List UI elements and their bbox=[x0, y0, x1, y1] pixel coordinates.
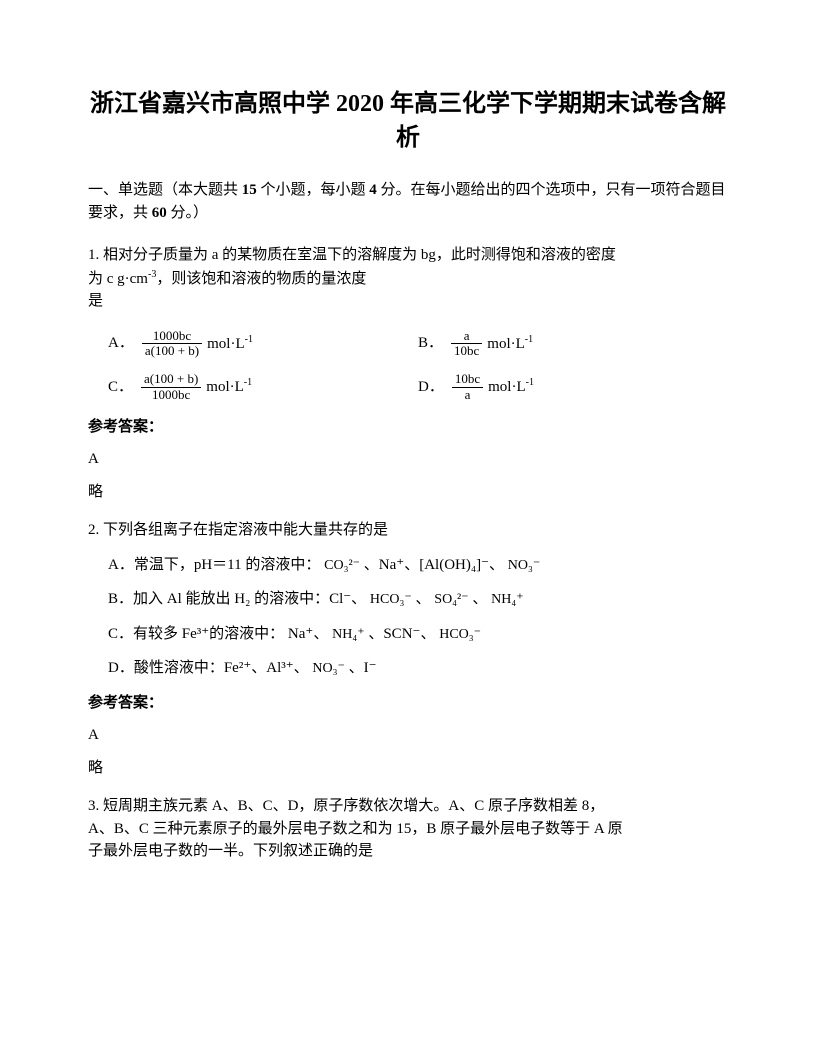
unit-pre: mol·L bbox=[488, 379, 526, 395]
unit: mol·L-1 bbox=[206, 375, 252, 399]
nh4-ion-icon: NH₄⁺ bbox=[332, 624, 365, 645]
option-label-c: C． bbox=[108, 376, 133, 399]
q2-text: 2. 下列各组离子在指定溶液中能大量共存的是 bbox=[88, 519, 728, 542]
frac-den: a(100 + b) bbox=[142, 344, 202, 358]
section-header: 一、单选题（本大题共 15 个小题，每小题 4 分。在每小题给出的四个选项中，只… bbox=[88, 179, 728, 224]
q1-options-row1: A． 1000bc a(100 + b) mol·L-1 B． a 10bc m… bbox=[88, 329, 728, 359]
q1-l2b: ，则该饱和溶液的物质的量浓度 bbox=[156, 271, 366, 287]
q2-d-pre: D．酸性溶液中：Fe²⁺、Al³⁺、 bbox=[108, 660, 309, 676]
q3-line3: 子最外层电子数的一半。下列叙述正确的是 bbox=[88, 840, 728, 863]
q1-option-b: B． a 10bc mol·L-1 bbox=[418, 329, 728, 359]
sec-count: 15 bbox=[242, 182, 257, 198]
frac-num: 1000bc bbox=[142, 329, 202, 344]
q3-line1: 3. 短周期主族元素 A、B、C、D，原子序数依次增大。A、C 原子序数相差 8… bbox=[88, 795, 728, 818]
q2-option-d: D．酸性溶液中：Fe²⁺、Al³⁺、 NO₃⁻ 、I⁻ bbox=[108, 657, 728, 680]
frac-num: a(100 + b) bbox=[141, 372, 201, 387]
q1-option-d: D． 10bc a mol·L-1 bbox=[418, 372, 728, 402]
q2-answer-label: 参考答案： bbox=[88, 692, 728, 715]
option-label-d: D． bbox=[418, 376, 444, 399]
q2-c-mid: 、SCN⁻、 bbox=[368, 626, 435, 642]
frac-den: 1000bc bbox=[141, 388, 201, 402]
unit-sup: -1 bbox=[245, 334, 253, 345]
unit-sup: -1 bbox=[244, 377, 252, 388]
question-2: 2. 下列各组离子在指定溶液中能大量共存的是 A．常温下，pH＝11 的溶液中：… bbox=[88, 519, 728, 779]
q1-option-c: C． a(100 + b) 1000bc mol·L-1 bbox=[108, 372, 418, 402]
so4-ion-icon: SO₄²⁻ bbox=[434, 589, 468, 610]
hco3-ion-icon: HCO₃⁻ bbox=[439, 624, 481, 645]
q2-option-a: A．常温下，pH＝11 的溶液中： CO₃²⁻ 、Na⁺、[Al(OH)₄]⁻、… bbox=[108, 554, 728, 577]
unit: mol·L-1 bbox=[207, 332, 253, 356]
co3-ion-icon: CO₃²⁻ bbox=[324, 555, 360, 576]
option-label-a: A． bbox=[108, 332, 134, 355]
q1-frac-a: 1000bc a(100 + b) bbox=[142, 329, 202, 359]
q2-option-c: C．有较多 Fe³⁺的溶液中： Na⁺、 NH₄⁺ 、SCN⁻、 HCO₃⁻ bbox=[108, 623, 728, 646]
question-1: 1. 相对分子质量为 a 的某物质在室温下的溶解度为 bg，此时测得饱和溶液的密… bbox=[88, 244, 728, 503]
sec-prefix: 一、单选题（本大题共 bbox=[88, 182, 242, 198]
unit-pre: mol·L bbox=[207, 336, 245, 352]
sep: 、 bbox=[472, 591, 487, 607]
frac-den: 10bc bbox=[451, 344, 482, 358]
q1-option-a: A． 1000bc a(100 + b) mol·L-1 bbox=[108, 329, 418, 359]
q2-brief: 略 bbox=[88, 757, 728, 780]
unit-pre: mol·L bbox=[487, 336, 525, 352]
q1-options-row2: C． a(100 + b) 1000bc mol·L-1 D． 10bc a m… bbox=[88, 372, 728, 402]
q1-line1: 1. 相对分子质量为 a 的某物质在室温下的溶解度为 bg，此时测得饱和溶液的密… bbox=[88, 244, 728, 267]
unit: mol·L-1 bbox=[487, 332, 533, 356]
q1-brief: 略 bbox=[88, 481, 728, 504]
page-title: 浙江省嘉兴市高照中学 2020 年高三化学下学期期末试卷含解析 bbox=[88, 88, 728, 155]
frac-den: a bbox=[452, 388, 483, 402]
unit: mol·L-1 bbox=[488, 375, 534, 399]
q1-frac-d: 10bc a bbox=[452, 372, 483, 402]
hco3-ion-icon: HCO₃⁻ bbox=[370, 589, 412, 610]
q1-line2: 为 c g·cm-3，则该饱和溶液的物质的量浓度 bbox=[88, 267, 728, 291]
q3-line2: A、B、C 三种元素原子的最外层电子数之和为 15，B 原子最外层电子数等于 A… bbox=[88, 818, 728, 841]
unit-pre: mol·L bbox=[206, 379, 244, 395]
unit-sup: -1 bbox=[525, 334, 533, 345]
q2-answer: A bbox=[88, 724, 728, 747]
no3-ion-icon: NO₃⁻ bbox=[508, 555, 541, 576]
q2-b-pre: B．加入 Al 能放出 H₂ 的溶液中：Cl⁻、 bbox=[108, 591, 366, 607]
q1-frac-b: a 10bc bbox=[451, 329, 482, 359]
question-3: 3. 短周期主族元素 A、B、C、D，原子序数依次增大。A、C 原子序数相差 8… bbox=[88, 795, 728, 863]
sec-mid1: 个小题，每小题 bbox=[257, 182, 370, 198]
q2-c-pre: C．有较多 Fe³⁺的溶液中： Na⁺、 bbox=[108, 626, 328, 642]
frac-num: 10bc bbox=[452, 372, 483, 387]
sep: 、 bbox=[416, 591, 431, 607]
q1-line3: 是 bbox=[88, 290, 728, 313]
q2-a-mid: 、Na⁺、[Al(OH)₄]⁻、 bbox=[364, 557, 504, 573]
frac-num: a bbox=[451, 329, 482, 344]
q1-l2a: 为 c g·cm bbox=[88, 271, 148, 287]
q2-d-after: 、I⁻ bbox=[349, 660, 377, 676]
q2-a-pre: A．常温下，pH＝11 的溶液中： bbox=[108, 557, 320, 573]
q1-frac-c: a(100 + b) 1000bc bbox=[141, 372, 201, 402]
sec-suffix: 分。） bbox=[167, 205, 208, 221]
q1-answer-label: 参考答案： bbox=[88, 416, 728, 439]
unit-sup: -1 bbox=[526, 377, 534, 388]
q1-answer: A bbox=[88, 448, 728, 471]
no3-ion-icon: NO₃⁻ bbox=[312, 658, 345, 679]
q1-text: 1. 相对分子质量为 a 的某物质在室温下的溶解度为 bg，此时测得饱和溶液的密… bbox=[88, 244, 728, 313]
option-label-b: B． bbox=[418, 332, 443, 355]
sec-total: 60 bbox=[152, 205, 167, 221]
q2-option-b: B．加入 Al 能放出 H₂ 的溶液中：Cl⁻、 HCO₃⁻ 、 SO₄²⁻ 、… bbox=[108, 588, 728, 611]
nh4-ion-icon: NH₄⁺ bbox=[491, 589, 524, 610]
sec-points: 4 bbox=[369, 182, 377, 198]
